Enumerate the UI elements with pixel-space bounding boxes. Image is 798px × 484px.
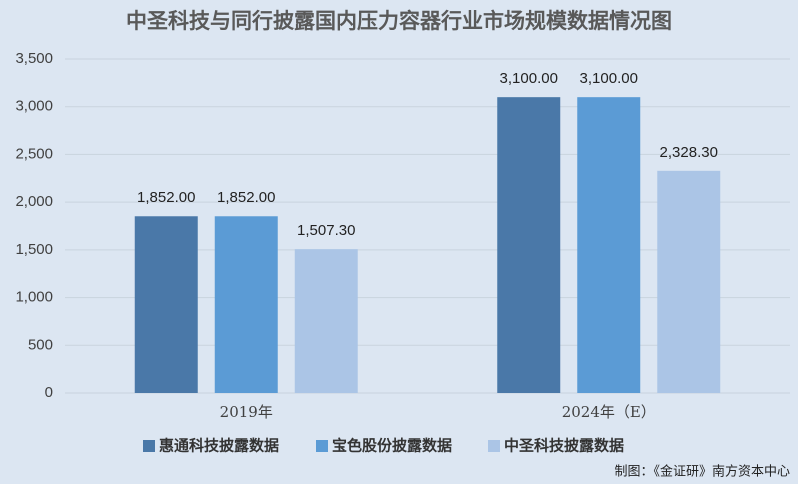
value-label: 1,852.00 [137,189,195,206]
bar [134,216,198,393]
y-tick-label: 0 [45,384,53,401]
y-tick-label: 3,000 [15,98,53,115]
legend-label: 惠通科技披露数据 [159,437,279,455]
value-label: 1,507.30 [297,222,355,239]
bar [577,97,641,394]
legend-swatch [316,440,328,452]
bar [214,216,278,393]
x-tick-label: 2019年 [220,403,273,421]
value-label: 2,328.30 [660,144,718,161]
value-label: 3,100.00 [580,70,638,87]
y-tick-label: 3,500 [15,50,53,67]
y-tick-label: 2,000 [15,193,53,210]
legend-swatch [488,440,500,452]
x-tick-label: 2024年（E） [562,403,656,421]
source: 制图：《金证研》南方资本中心 [614,464,790,480]
chart-title: 中圣科技与同行披露国内压力容器行业市场规模数据情况图 [126,9,672,33]
y-tick-label: 500 [28,336,53,353]
bar [497,97,561,394]
y-tick-label: 1,000 [15,289,53,306]
legend-label: 宝色股份披露数据 [332,437,452,455]
value-label: 3,100.00 [500,70,558,87]
legend-swatch [143,440,155,452]
y-tick-label: 1,500 [15,241,53,258]
y-tick-label: 2,500 [15,145,53,162]
bar [657,170,721,393]
legend-label: 中圣科技披露数据 [504,437,624,455]
bar [294,249,358,393]
value-label: 1,852.00 [217,189,275,206]
